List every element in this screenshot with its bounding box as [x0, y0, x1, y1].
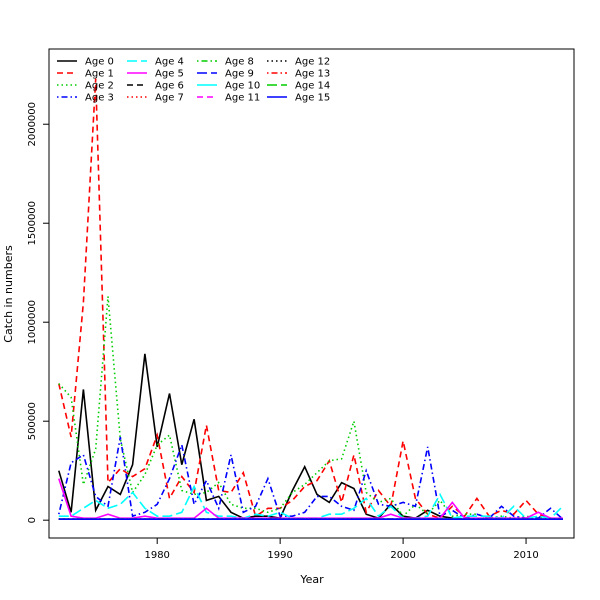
x-tick-label: 1990 — [267, 550, 292, 561]
y-tick-label: 1500000 — [27, 201, 38, 246]
y-tick-label: 500000 — [27, 402, 38, 440]
y-axis: 0 500000 1000000 1500000 2000000 — [27, 102, 50, 523]
legend-label: Age 8 — [225, 57, 254, 68]
legend-label: Age 4 — [155, 57, 184, 68]
y-tick-label: 1000000 — [27, 300, 38, 345]
legend-label: Age 3 — [85, 93, 114, 104]
legend-label: Age 14 — [295, 81, 330, 92]
legend-label: Age 10 — [225, 81, 260, 92]
legend-label: Age 1 — [85, 69, 114, 80]
legend-label: Age 6 — [155, 81, 184, 92]
x-tick-label: 2010 — [513, 550, 538, 561]
x-axis-title: Year — [299, 573, 324, 586]
series-line-age-2 — [58, 296, 563, 520]
x-axis: 1980 1990 2000 2010 — [144, 537, 539, 561]
legend-label: Age 5 — [155, 69, 184, 80]
y-tick-label: 2000000 — [27, 102, 38, 147]
x-tick-label: 2000 — [390, 550, 415, 561]
legend-label: Age 12 — [295, 57, 330, 68]
legend-label: Age 2 — [85, 81, 114, 92]
legend-label: Age 11 — [225, 93, 260, 104]
series-layer — [58, 78, 564, 521]
series-line-age-1 — [58, 78, 563, 520]
x-tick-label: 1980 — [144, 550, 169, 561]
series-line-age-3 — [58, 436, 564, 520]
legend-label: Age 7 — [155, 93, 184, 104]
series-line-age-5 — [58, 478, 563, 520]
legend-label: Age 0 — [85, 57, 114, 68]
plot-frame — [48, 48, 575, 539]
y-tick-label: 0 — [27, 517, 38, 523]
legend-label: Age 15 — [295, 93, 330, 104]
legend-label: Age 13 — [295, 69, 330, 80]
y-axis-title: Catch in numbers — [2, 245, 15, 343]
legend-label: Age 9 — [225, 69, 254, 80]
